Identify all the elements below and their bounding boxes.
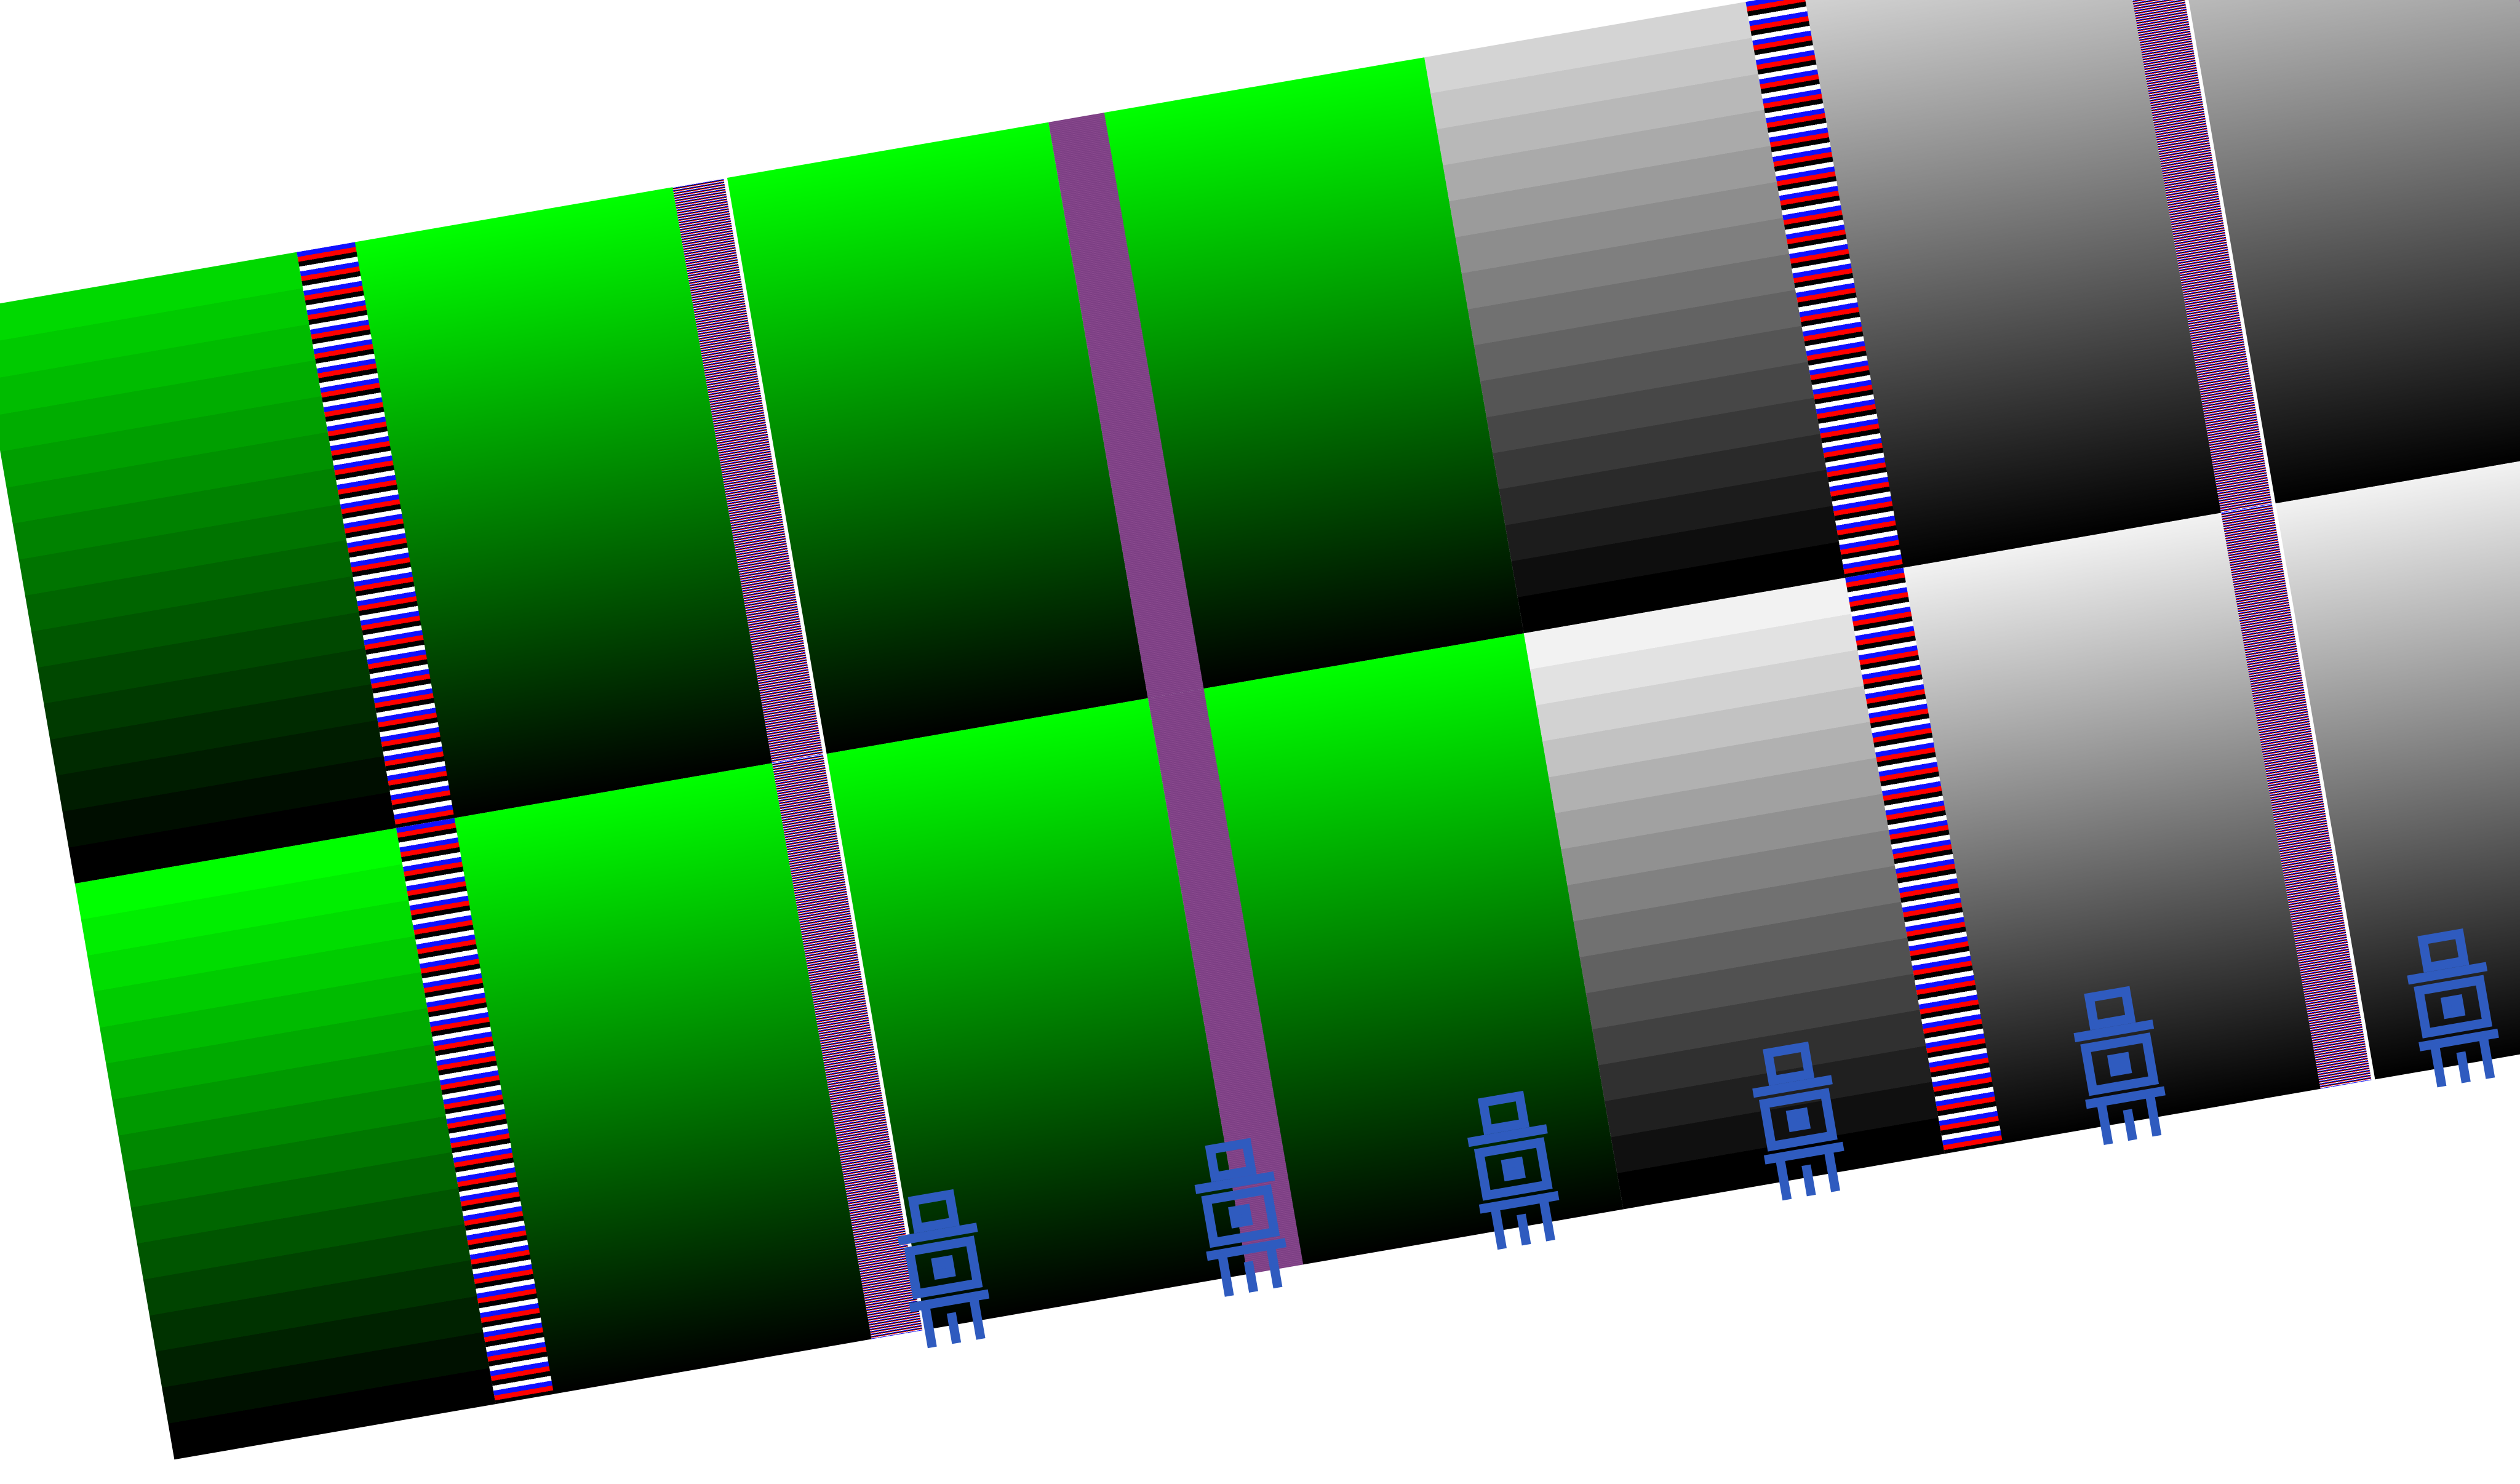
figure-marker-icon [1740,1036,1858,1210]
figure-marker-icon [2394,923,2513,1096]
figure-marker-icon [1455,1085,1573,1259]
figure-marker-icon [2061,981,2179,1154]
